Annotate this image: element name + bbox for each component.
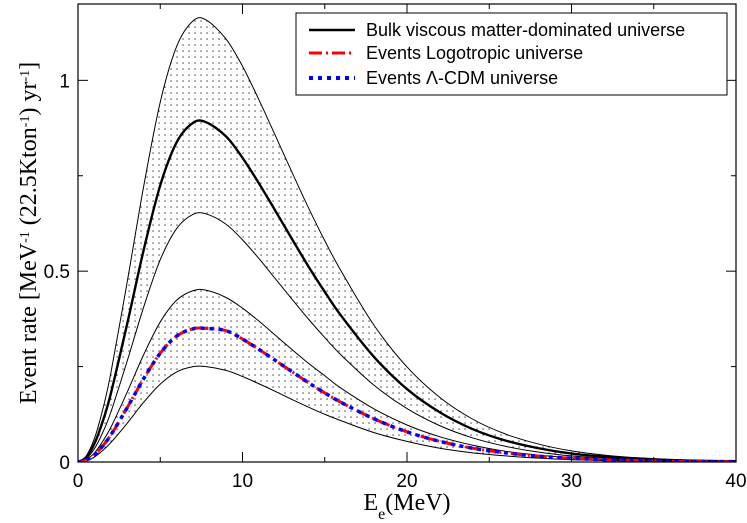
- series-line-logotropic: [78, 326, 736, 462]
- legend: Bulk viscous matter-dominated universe E…: [295, 12, 728, 96]
- series-line-band-outer-upper: [78, 17, 736, 462]
- x-tick-label: 40: [725, 471, 746, 492]
- legend-label-lcdm: Events Λ-CDM universe: [366, 68, 558, 88]
- x-axis-title: Ee(MeV): [363, 490, 450, 523]
- x-axis-ticks: 0 10 20 30 40: [73, 4, 747, 492]
- y-tick-label: 0.5: [44, 262, 70, 283]
- x-tick-label: 20: [396, 471, 417, 492]
- y-tick-label: 0: [59, 453, 70, 474]
- x-tick-label: 30: [561, 471, 582, 492]
- y-axis-ticks: 00.51: [44, 71, 736, 474]
- y-axis-title: Event rate [MeV-1 (22.5Kton-1) yr-1]: [16, 62, 42, 404]
- uncertainty-bands: [78, 17, 736, 462]
- legend-label-logotropic: Events Logotropic universe: [366, 43, 583, 63]
- lower-uncertainty-band: [78, 289, 736, 462]
- legend-box: [295, 12, 728, 96]
- upper-uncertainty-band: [78, 17, 736, 462]
- x-tick-label: 0: [73, 471, 84, 492]
- y-tick-label: 1: [59, 71, 70, 92]
- legend-label-bulk: Bulk viscous matter-dominated universe: [366, 20, 685, 40]
- x-tick-label: 10: [232, 471, 253, 492]
